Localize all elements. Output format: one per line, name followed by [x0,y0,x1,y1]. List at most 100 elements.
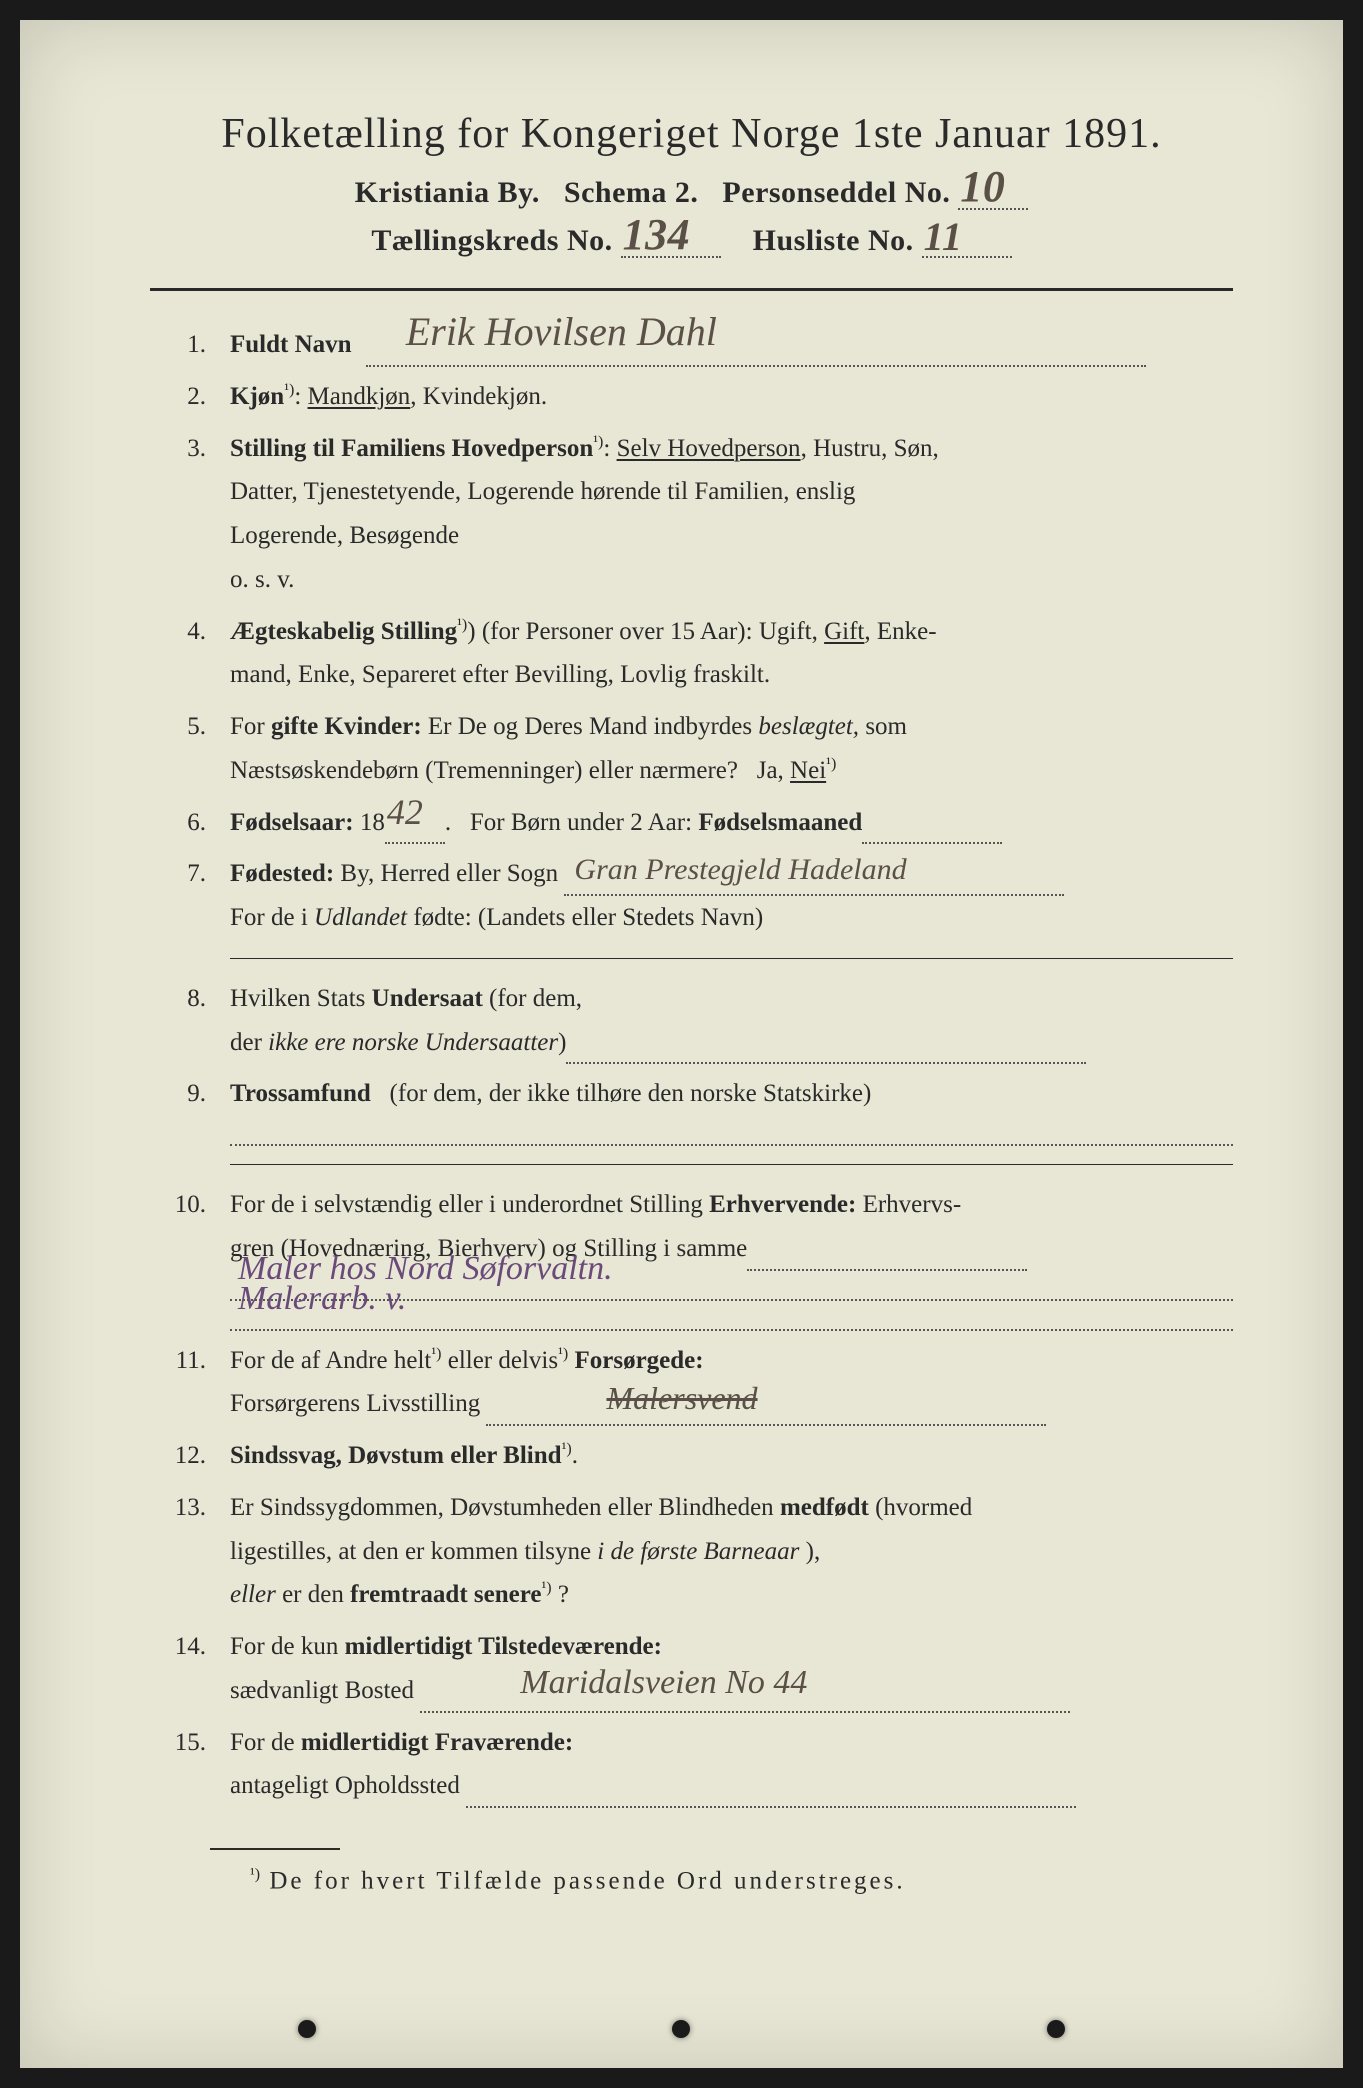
item5-a: For [230,713,271,740]
item-9: 9. Trossamfund (for dem, der ikke tilhør… [150,1072,1233,1146]
item-6: 6. Fødselsaar: 1842. For Børn under 2 Aa… [150,801,1233,845]
item-content: Trossamfund (for dem, der ikke tilhøre d… [230,1072,1233,1146]
item-content: Fødselsaar: 1842. For Børn under 2 Aar: … [230,801,1233,845]
item10-blank2: Malerarb. v. [230,1301,1233,1331]
item-1: 1. Fuldt Navn Erik Hovilsen Dahl [150,323,1233,367]
item-number: 3. [150,427,230,602]
schema-label: Schema 2. [564,176,699,209]
year-blank: 42 [385,822,445,844]
year-prefix: 18 [360,809,385,836]
label-month: Fødselsmaaned [698,809,862,836]
footnote-sup: ¹) [250,1866,260,1883]
item-number: 4. [150,610,230,698]
item12-text: Sindssvag, Døvstum eller Blind [230,1442,562,1469]
item-content: Fødested: By, Herred eller Sogn Gran Pre… [230,852,1233,940]
item10-value2: Malerarb. v. [238,1269,406,1329]
item-12: 12. Sindssvag, Døvstum eller Blind¹). [150,1434,1233,1478]
item-number: 11. [150,1339,230,1427]
medfodt: medfødt [780,1494,869,1521]
label-trossamfund: Trossamfund [230,1080,371,1107]
item-number: 9. [150,1072,230,1146]
item-8: 8. Hvilken Stats Undersaat (for dem, der… [150,977,1233,1065]
udlandet: Udlandet [314,904,407,931]
item-15: 15. For de midlertidigt Fraværende: anta… [150,1721,1233,1809]
item10-a: For de i selvstændig eller i underordnet… [230,1191,709,1218]
sup: ¹) [284,381,294,398]
item-number: 5. [150,705,230,793]
item7-line1: By, Herred eller Sogn [340,860,558,887]
item-11: 11. For de af Andre helt¹) eller delvis¹… [150,1339,1233,1427]
item15-line2: antageligt Opholdssted [230,1772,460,1799]
item11-blank: Malersvend [486,1404,1046,1426]
item-content: Er Sindssygdommen, Døvstumheden eller Bl… [230,1486,1233,1617]
sup: ¹) [562,1441,572,1458]
binding-holes [20,2020,1343,2038]
item3-line2: Datter, Tjenestetyende, Logerende hørend… [230,478,855,505]
census-form-page: Folketælling for Kongeriget Norge 1ste J… [20,20,1343,2068]
item-5: 5. For gifte Kvinder: Er De og Deres Man… [150,705,1233,793]
label-stilling: Stilling til Familiens Hovedperson [230,435,593,462]
item13-3c: fremtraadt senere [350,1581,541,1608]
subtitle-line: Kristiania By. Schema 2. Personseddel No… [150,176,1233,210]
item-number: 15. [150,1721,230,1809]
sup: ¹) [826,755,836,772]
hovedperson-selected: Selv Hovedperson [617,435,801,462]
sup: ¹) [541,1580,551,1597]
footnote-text: De for hvert Tilfælde passende Ord under… [269,1867,905,1894]
husliste-value: 11 [924,213,963,260]
personseddel-blank: 10 [958,182,1028,210]
item-content: For de midlertidigt Fraværende: antageli… [230,1721,1233,1809]
item13-3a: eller [230,1581,276,1608]
third-line: Tællingskreds No. 134 Husliste No. 11 [150,224,1233,258]
item-3: 3. Stilling til Familiens Hovedperson¹):… [150,427,1233,602]
item-content: Sindssvag, Døvstum eller Blind¹). [230,1434,1233,1478]
item-number: 6. [150,801,230,845]
item-content: For de af Andre helt¹) eller delvis¹) Fo… [230,1339,1233,1427]
item-4: 4. Ægteskabelig Stilling¹)) (for Persone… [150,610,1233,698]
kreds-label: Tællingskreds No. [371,224,612,257]
birthplace-blank: Gran Prestegjeld Hadeland [564,874,1064,896]
hole-icon [298,2020,316,2038]
item-number: 13. [150,1486,230,1617]
item5-c: Er De og Deres Mand indbyrdes [428,713,758,740]
item11-b: eller delvis [448,1347,558,1374]
ikke-norske: ikke ere norske Undersaatter [268,1029,558,1056]
kreds-blank: 134 [621,230,721,258]
sup: ¹) [558,1345,568,1362]
item13-2a: ligestilles, at den er kommen tilsyne [230,1538,597,1565]
footnote: ¹) De for hvert Tilfælde passende Ord un… [250,1866,1233,1895]
item-number: 1. [150,323,230,367]
item11-a: For de af Andre helt [230,1347,431,1374]
item4-line2: mand, Enke, Separeret efter Bevilling, L… [230,661,770,688]
personseddel-value: 10 [960,161,1005,212]
item-number: 2. [150,375,230,419]
item-13: 13. Er Sindssygdommen, Døvstumheden elle… [150,1486,1233,1617]
city-label: Kristiania By. [355,176,540,209]
item10-c: Erhvervs- [863,1191,962,1218]
label-fodselsaar: Fødselsaar: [230,809,354,836]
label-fuldt-navn: Fuldt Navn [230,331,352,358]
item-content: For gifte Kvinder: Er De og Deres Mand i… [230,705,1233,793]
birthplace-value: Gran Prestegjeld Hadeland [574,844,906,897]
footnote-rule [210,1848,340,1850]
sup: ¹) [457,616,467,633]
husliste-label: Husliste No. [753,224,914,257]
item13-2b: i de første Barneaar [597,1538,799,1565]
item-content: Fuldt Navn Erik Hovilsen Dahl [230,323,1233,367]
item-content: Hvilken Stats Undersaat (for dem, der ik… [230,977,1233,1065]
item-14: 14. For de kun midlertidigt Tilstedevære… [150,1625,1233,1713]
item8-blank [566,1042,1086,1064]
item-content: For de kun midlertidigt Tilstedeværende:… [230,1625,1233,1713]
item13-3d: ? [558,1581,569,1608]
nei-selected: Nei [790,757,826,784]
item14-value: Maridalsveien No 44 [520,1653,807,1713]
undersaat: Undersaat [372,985,483,1012]
kjon-selected: Mandkjøn [308,383,411,410]
month-blank [862,822,1002,844]
gift-selected: Gift [824,618,864,645]
item14-line2: sædvanligt Bosted [230,1677,414,1704]
item-number: 12. [150,1434,230,1478]
item4-paren: (for Personer over 15 Aar): [482,618,753,645]
item13-3b: er den [282,1581,350,1608]
sup: ¹) [593,433,603,450]
